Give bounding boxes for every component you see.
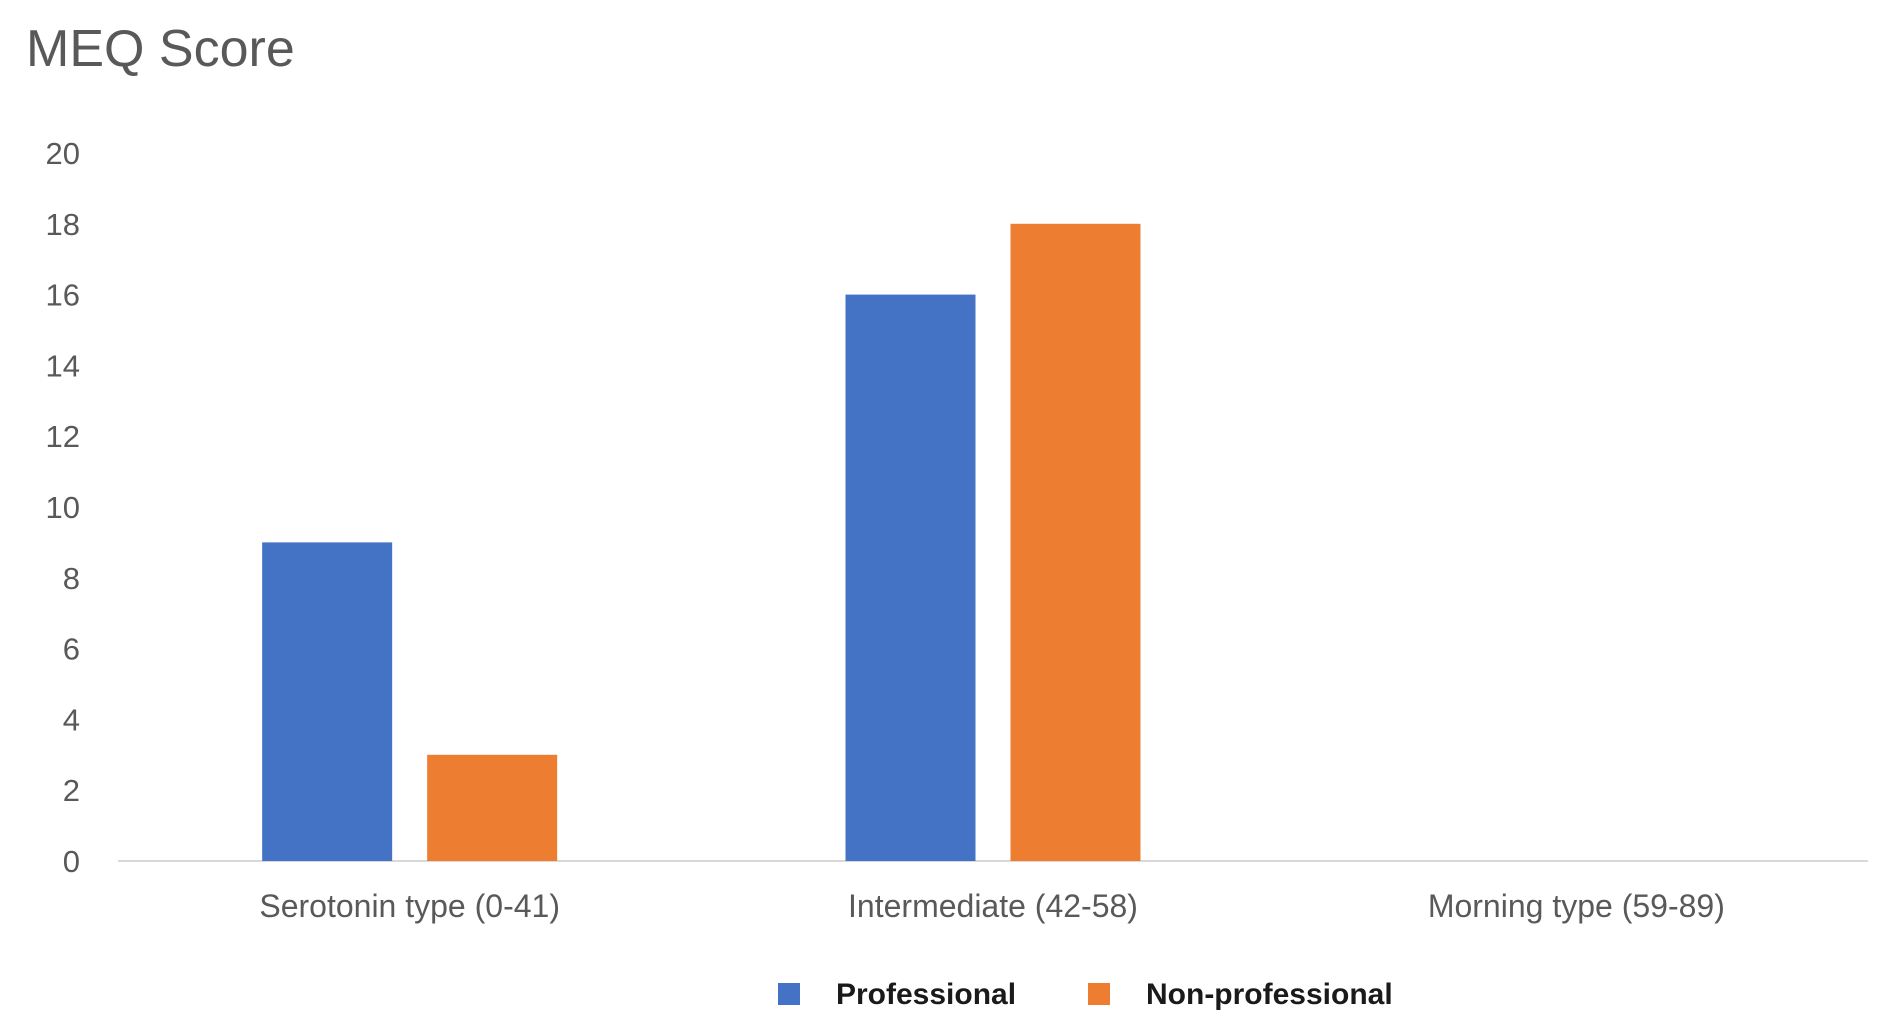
legend-label: Professional xyxy=(836,978,1016,1011)
bars xyxy=(262,223,1141,862)
y-tick-label: 2 xyxy=(63,773,80,808)
bar-non-professional-0 xyxy=(427,754,558,861)
y-axis-ticks: 0 2 4 6 8 10 12 14 16 18 20 xyxy=(46,136,80,879)
category-labels: Serotonin type (0-41) Intermediate (42-58… xyxy=(259,888,1724,924)
y-tick-label: 20 xyxy=(46,136,80,171)
legend-swatch xyxy=(778,983,800,1005)
y-tick-label: 8 xyxy=(63,561,80,596)
y-tick-label: 18 xyxy=(46,207,80,242)
legend: Professional Non-professional xyxy=(778,978,1393,1011)
y-tick-label: 14 xyxy=(46,348,80,383)
legend-swatch xyxy=(1088,983,1110,1005)
y-tick-label: 10 xyxy=(46,490,80,525)
chart-title: MEQ Score xyxy=(26,20,295,78)
y-tick-label: 6 xyxy=(63,632,80,667)
bar-professional-0 xyxy=(262,542,393,861)
bar-non-professional-1 xyxy=(1010,223,1141,862)
y-tick-label: 16 xyxy=(46,278,80,313)
y-tick-label: 0 xyxy=(63,844,80,879)
y-tick-label: 4 xyxy=(63,702,80,737)
x-category-label: Morning type (59-89) xyxy=(1428,888,1725,924)
x-category-label: Intermediate (42-58) xyxy=(848,888,1138,924)
y-tick-label: 12 xyxy=(46,419,80,454)
legend-label: Non-professional xyxy=(1146,978,1393,1011)
x-category-label: Serotonin type (0-41) xyxy=(259,888,560,924)
bar-professional-1 xyxy=(845,294,976,862)
